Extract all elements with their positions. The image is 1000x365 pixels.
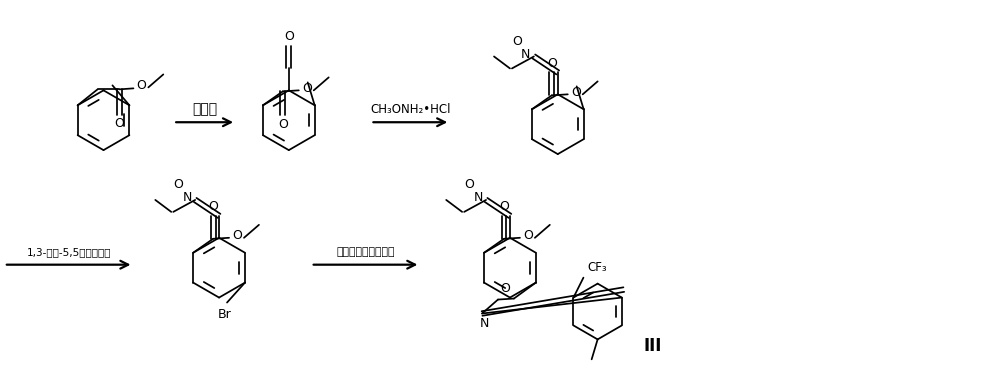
Text: O: O bbox=[523, 229, 533, 242]
Text: O: O bbox=[173, 178, 183, 192]
Text: III: III bbox=[643, 337, 662, 356]
Text: O: O bbox=[302, 82, 312, 95]
Text: O: O bbox=[571, 86, 581, 99]
Text: 1,3-二溌-5,5二甲基海因: 1,3-二溌-5,5二甲基海因 bbox=[26, 247, 111, 257]
Text: O: O bbox=[208, 200, 218, 214]
Text: O: O bbox=[500, 282, 510, 295]
Text: N: N bbox=[473, 191, 483, 204]
Text: O: O bbox=[512, 35, 522, 48]
Text: O: O bbox=[464, 178, 474, 192]
Text: 间三氟甲基苯乙酮肿: 间三氟甲基苯乙酮肿 bbox=[336, 247, 395, 257]
Text: O: O bbox=[136, 79, 146, 92]
Text: N: N bbox=[521, 48, 531, 61]
Text: CH₃ONH₂•HCl: CH₃ONH₂•HCl bbox=[370, 103, 451, 116]
Text: O: O bbox=[115, 117, 124, 130]
Text: N: N bbox=[183, 191, 192, 204]
Text: O: O bbox=[232, 229, 242, 242]
Text: Br: Br bbox=[218, 308, 232, 321]
Text: 电氧化: 电氧化 bbox=[192, 102, 217, 116]
Text: O: O bbox=[547, 57, 557, 70]
Text: N: N bbox=[479, 317, 489, 330]
Text: CF₃: CF₃ bbox=[587, 261, 607, 274]
Text: O: O bbox=[278, 118, 288, 131]
Text: O: O bbox=[499, 200, 509, 214]
Text: O: O bbox=[284, 30, 294, 43]
